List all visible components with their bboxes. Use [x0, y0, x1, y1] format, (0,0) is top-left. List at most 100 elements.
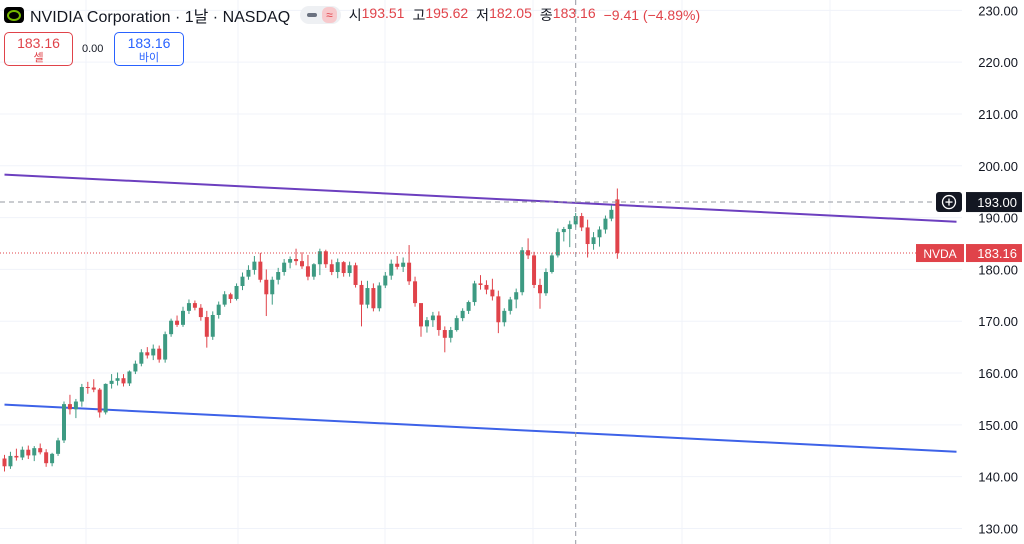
candle-body — [282, 262, 287, 272]
high-value: 195.62 — [425, 5, 469, 21]
price-tick-label: 230.00 — [978, 3, 1018, 18]
candle-body — [139, 352, 144, 364]
sell-button[interactable]: 183.16 셀 — [4, 32, 73, 66]
candle-body — [585, 227, 590, 245]
candle-body — [109, 380, 114, 384]
candle-body — [103, 383, 108, 413]
symbol-title[interactable]: NVIDIA Corporation · 1날 · NASDAQ — [30, 9, 291, 26]
candle-body — [579, 216, 584, 228]
candle-body — [317, 251, 322, 265]
candle — [561, 226, 566, 242]
candle-body — [115, 378, 120, 381]
candle-body — [133, 363, 138, 372]
candle-body — [85, 387, 90, 389]
candle — [282, 259, 287, 276]
candle — [502, 308, 507, 327]
candle — [234, 283, 239, 301]
lower-trendline[interactable] — [4, 403, 957, 453]
candle-body — [442, 330, 447, 338]
buy-button[interactable]: 183.16 바이 — [114, 32, 184, 66]
candle — [109, 374, 114, 389]
candle-body — [502, 310, 507, 323]
candle-body — [538, 284, 542, 294]
price-axis[interactable]: 130.00 140.00 150.00 160.00 170.00 180.00 190.… — [916, 3, 1022, 536]
candle-body — [347, 265, 352, 274]
candle-body — [466, 302, 471, 311]
candle — [38, 443, 43, 455]
candle-body — [38, 448, 43, 453]
candle — [32, 446, 37, 462]
candle-body — [127, 371, 132, 384]
candle-body — [615, 199, 620, 254]
plus-circle-icon[interactable] — [941, 194, 957, 210]
candle — [276, 267, 281, 285]
candle — [430, 311, 435, 327]
wave-icon[interactable]: ≈ — [322, 7, 337, 23]
upper-trendline[interactable] — [4, 173, 957, 223]
candle — [79, 383, 84, 407]
sell-price: 183.16 — [17, 35, 60, 51]
indicator-toggle[interactable]: ≈ — [300, 6, 341, 24]
candle-body — [496, 296, 501, 323]
price-tick-label: 160.00 — [978, 366, 1018, 381]
candle — [484, 280, 489, 295]
buy-label: 바이 — [138, 52, 160, 64]
candle — [305, 254, 310, 281]
candle — [127, 370, 132, 386]
candle — [603, 215, 608, 234]
candle-body — [32, 448, 37, 456]
candle — [50, 452, 55, 467]
candle-body — [430, 315, 435, 321]
low-value: 182.05 — [489, 5, 532, 21]
candle — [341, 261, 346, 277]
price-tick-label: 150.00 — [978, 418, 1018, 433]
candle-body — [288, 259, 293, 263]
change-value: −9.41 (−4.89%) — [603, 7, 701, 23]
candle-body — [228, 294, 233, 299]
candle-body — [389, 263, 394, 276]
candle — [186, 299, 191, 314]
candle — [151, 344, 156, 361]
candle-body — [353, 265, 358, 285]
candle — [44, 449, 49, 467]
minimize-icon[interactable] — [307, 13, 318, 17]
candle — [579, 212, 584, 232]
candle — [543, 268, 548, 296]
candle-body — [490, 289, 495, 297]
crosshair-price-tag-bg — [966, 192, 1022, 213]
candle-body — [300, 261, 304, 267]
candle-body — [424, 320, 429, 327]
candle — [353, 262, 358, 288]
candle-body — [121, 378, 126, 384]
price-tick-label: 140.00 — [978, 470, 1018, 485]
symbol-tag-label: NVDA — [923, 247, 956, 261]
trendlines[interactable] — [4, 173, 957, 453]
candle — [472, 280, 477, 306]
candle — [252, 255, 257, 275]
candle — [97, 388, 102, 418]
candle-body — [216, 304, 221, 316]
symbol-header: NVIDIA Corporation · 1날 · NASDAQ ≈ 시 193… — [0, 4, 700, 26]
candle-body — [258, 261, 263, 280]
candle — [270, 276, 275, 305]
candle — [157, 345, 162, 363]
candle — [490, 278, 495, 301]
candle-body — [56, 440, 61, 454]
candle — [139, 349, 144, 367]
candle-body — [163, 334, 168, 360]
candle — [383, 272, 388, 289]
candle-body — [186, 303, 191, 311]
candle — [216, 301, 221, 319]
candle-body — [79, 387, 84, 402]
candle — [389, 259, 394, 280]
candle-body — [44, 452, 49, 464]
candle — [377, 282, 382, 312]
price-tick-label: 220.00 — [978, 55, 1018, 70]
candle — [478, 275, 483, 290]
candle-body — [359, 284, 364, 305]
candle — [240, 272, 245, 291]
candle-body — [26, 449, 31, 456]
candle — [436, 311, 441, 336]
candle-body — [181, 310, 185, 325]
